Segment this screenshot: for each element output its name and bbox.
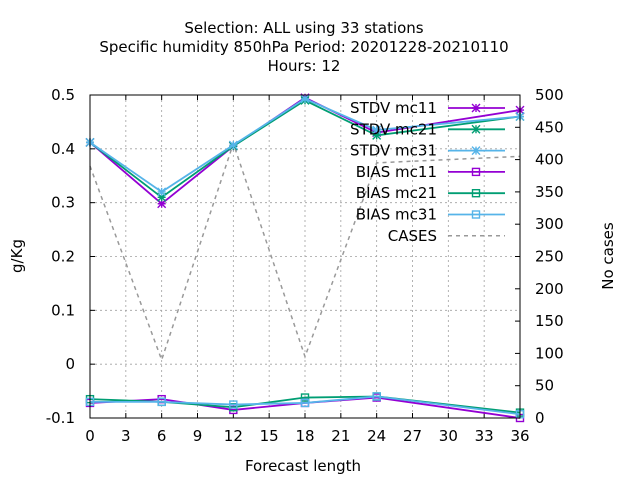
star-marker <box>471 146 481 156</box>
legend-item: BIAS mc31 <box>356 206 505 224</box>
x-tick-label: 0 <box>85 427 95 445</box>
star-marker <box>228 140 238 150</box>
star-marker <box>372 130 382 140</box>
y2-axis: 0 50 100 150 200 250 300 350 400 450 500 <box>515 86 564 427</box>
y-tick-label: 0.2 <box>51 248 75 266</box>
x-axis: 0 3 6 9 12 15 18 21 24 27 30 33 36 <box>85 95 530 445</box>
square-marker <box>471 210 481 219</box>
y-axis-label: g/Kg <box>8 239 26 273</box>
y-tick-label: 0 <box>65 355 75 373</box>
legend-label: STDV mc31 <box>350 142 437 160</box>
square-marker <box>157 397 166 407</box>
series-line <box>90 395 521 416</box>
legend-item: STDV mc11 <box>350 99 505 117</box>
x-tick-label: 3 <box>121 427 131 445</box>
square-marker <box>471 188 481 198</box>
y2-tick-label: 350 <box>535 183 564 201</box>
legend-item: BIAS mc11 <box>356 163 505 181</box>
series-line <box>89 396 521 419</box>
x-tick-label: 6 <box>157 427 167 445</box>
star-marker <box>471 103 481 113</box>
legend: STDV mc11 STDV mc21 STDV mc31 BIAS mc11 BIAS… <box>350 99 505 245</box>
x-tick-label: 36 <box>510 427 529 445</box>
y2-tick-label: 450 <box>535 118 564 136</box>
y-tick-label: -0.1 <box>46 409 75 427</box>
y2-tick-label: 300 <box>535 215 564 233</box>
square-marker <box>300 393 310 402</box>
y2-tick-label: 250 <box>535 248 564 266</box>
legend-item: STDV mc31 <box>350 142 505 160</box>
y-tick-label: 0.5 <box>51 86 75 104</box>
y2-axis-label: No cases <box>599 222 617 290</box>
x-tick-label: 15 <box>260 427 279 445</box>
x-tick-label: 24 <box>367 427 386 445</box>
y2-tick-label: 500 <box>535 86 564 104</box>
legend-item: STDV mc21 <box>350 120 505 138</box>
x-tick-label: 30 <box>439 427 458 445</box>
y-tick-label: 0.4 <box>51 140 75 158</box>
series-bias-mc31 <box>85 392 525 419</box>
y2-tick-label: 200 <box>535 280 564 298</box>
y-axis: -0.1 0 0.1 0.2 0.3 0.4 0.5 <box>46 86 95 427</box>
x-tick-label: 18 <box>295 427 314 445</box>
series-cases <box>89 141 521 363</box>
legend-label: BIAS mc21 <box>356 184 437 202</box>
chart-title-line-2: Specific humidity 850hPa Period: 2020122… <box>99 38 508 56</box>
y2-tick-label: 50 <box>535 377 554 395</box>
x-tick-label: 21 <box>331 427 350 445</box>
star-marker <box>157 199 167 209</box>
series-line <box>89 99 521 199</box>
y2-tick-label: 100 <box>535 344 564 362</box>
x-axis-label: Forecast length <box>245 457 361 475</box>
series-layer <box>85 93 525 423</box>
star-marker <box>300 94 310 104</box>
y-tick-label: 0.3 <box>51 194 75 212</box>
series-line <box>89 97 521 193</box>
y2-tick-label: 150 <box>535 312 564 330</box>
star-marker <box>471 124 481 134</box>
square-marker <box>229 400 238 409</box>
star-marker <box>372 125 382 135</box>
legend-item: CASES <box>388 227 505 245</box>
legend-label: BIAS mc11 <box>356 163 437 181</box>
grid <box>90 95 520 418</box>
square-marker <box>372 392 381 401</box>
legend-item: BIAS mc21 <box>356 184 505 202</box>
square-marker <box>471 167 481 177</box>
legend-label: BIAS mc31 <box>356 206 437 224</box>
y2-tick-label: 400 <box>535 151 564 169</box>
y2-tick-label: 0 <box>535 409 545 427</box>
square-marker <box>300 398 310 408</box>
legend-label: CASES <box>388 227 437 245</box>
x-tick-label: 27 <box>403 427 422 445</box>
chart-title-line-1: Selection: ALL using 33 stations <box>184 19 423 37</box>
chart-title-line-3: Hours: 12 <box>268 57 341 75</box>
series-line <box>89 141 521 363</box>
x-tick-label: 12 <box>224 427 243 445</box>
plot-border <box>89 94 521 419</box>
y-tick-label: 0.1 <box>51 301 75 319</box>
x-tick-label: 33 <box>475 427 494 445</box>
x-tick-label: 9 <box>193 427 203 445</box>
star-marker <box>157 192 167 202</box>
star-marker <box>157 187 167 197</box>
chart-title: Selection: ALL using 33 stations Specifi… <box>99 19 508 75</box>
legend-label: STDV mc21 <box>350 120 437 138</box>
legend-label: STDV mc11 <box>350 99 437 117</box>
